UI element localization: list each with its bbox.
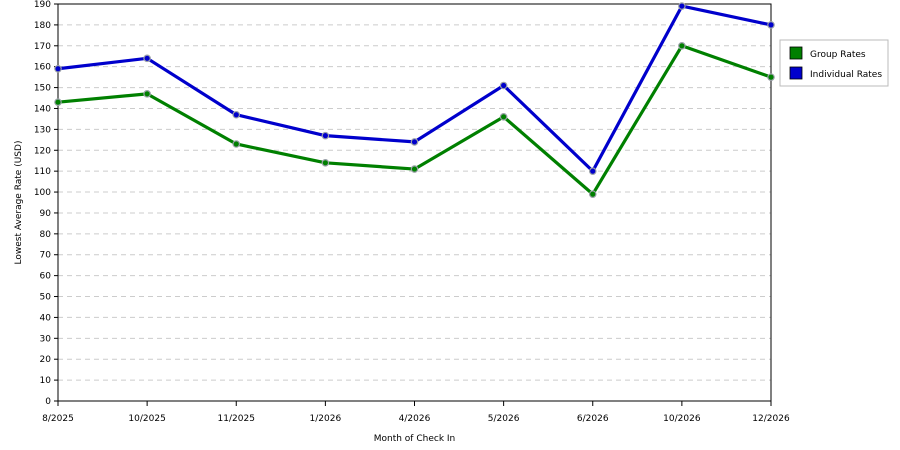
y-tick-label: 190 [34,0,51,10]
y-tick-label: 180 [34,21,51,31]
y-tick-label: 10 [40,376,52,386]
y-tick-label: 70 [40,251,52,261]
data-point-individual-rates [321,131,330,140]
legend: Group Rates Individual Rates [779,39,889,87]
y-tick-label: 20 [40,355,52,365]
data-point-group-rates [54,98,62,107]
y-tick-label: 90 [40,209,52,219]
y-tick-label: 0 [45,397,51,407]
y-tick-label: 40 [40,313,52,323]
y-tick-label: 80 [40,230,52,240]
y-tick-label: 160 [34,63,51,73]
data-point-group-rates [232,140,241,148]
x-axis-title: Month of Check In [374,434,456,444]
grid-lines [58,24,771,381]
data-point-group-rates [678,41,686,50]
x-tick-label: 6/2026 [577,414,609,424]
y-tick-label: 150 [34,84,51,94]
data-point-individual-rates [54,64,62,73]
data-point-individual-rates [588,167,597,175]
x-axis-ticks: 8/2025 10/2025 11/2025 1/2026 4/2026 5/2026 6/… [42,401,790,424]
plot-area-frame [57,3,772,402]
y-tick-label: 130 [34,125,51,135]
data-point-group-rates [588,190,597,198]
x-tick-label: 4/2026 [399,414,431,424]
data-point-group-rates [410,165,419,173]
data-point-group-rates [321,159,330,167]
data-point-individual-rates [767,21,775,29]
y-tick-label: 60 [40,272,52,282]
series-lines [54,2,775,198]
legend-label-individual-rates: Individual Rates [810,70,882,80]
x-tick-label: 11/2025 [218,414,255,424]
data-point-individual-rates [143,54,151,63]
y-tick-label: 100 [34,188,51,198]
data-point-group-rates [499,113,508,121]
y-tick-label: 170 [34,42,51,52]
y-tick-label: 140 [34,104,51,114]
x-tick-label: 1/2026 [310,414,342,424]
data-point-individual-rates [232,110,241,119]
series-line-individual-rates [57,4,772,173]
data-point-group-rates [767,73,775,81]
data-point-individual-rates [678,2,686,10]
legend-swatch-group-rates [789,46,803,60]
y-axis-title: Lowest Average Rate (USD) [14,141,24,265]
x-tick-label: 8/2025 [42,414,74,424]
x-tick-label: 12/2026 [752,414,790,424]
data-point-individual-rates [410,138,419,146]
data-point-group-rates [143,90,151,98]
x-tick-label: 10/2026 [663,414,701,424]
legend-label-group-rates: Group Rates [810,50,866,60]
y-axis-ticks: 0 10 20 30 40 50 60 70 80 90 100 110 120 130 140 150 160… [34,0,58,407]
legend-swatch-individual-rates [789,66,803,80]
y-tick-label: 120 [34,146,51,156]
y-tick-label: 110 [34,167,51,177]
data-point-individual-rates [499,81,508,90]
x-tick-label: 10/2025 [128,414,165,424]
x-tick-label: 5/2026 [488,414,520,424]
y-tick-label: 30 [40,334,52,344]
y-tick-label: 50 [40,293,52,303]
